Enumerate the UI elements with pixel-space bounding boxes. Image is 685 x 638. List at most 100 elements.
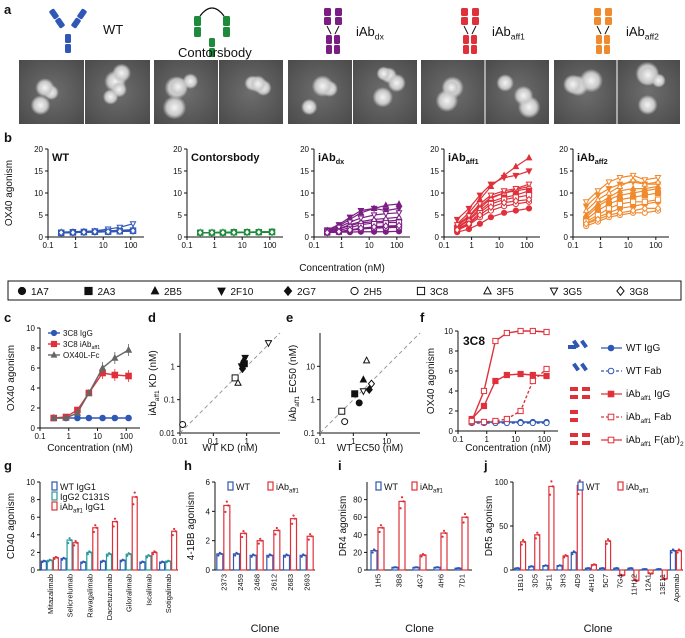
replicate-dot	[95, 526, 98, 529]
identity-line	[179, 332, 281, 434]
y-tick-label: 5	[564, 211, 569, 220]
category-label: 1B10	[516, 574, 525, 592]
replicate-dot	[531, 565, 534, 568]
data-point	[654, 175, 662, 182]
legend-marker	[283, 285, 293, 297]
em-particle	[30, 95, 51, 116]
replicate-dot	[270, 554, 273, 557]
domain-block	[223, 16, 230, 26]
replicate-dot	[250, 555, 253, 558]
x-tick-label: 1	[485, 435, 490, 444]
legend-label: 3C8 iAbaff1	[63, 340, 100, 351]
text-part: aff1	[433, 489, 443, 495]
replicate-dot	[423, 553, 426, 557]
data-point	[529, 327, 536, 335]
legend-label: 3C8 IgG	[63, 329, 93, 338]
replicate-dot	[537, 533, 540, 536]
icon-block	[582, 387, 590, 391]
domain-block	[472, 8, 479, 16]
bar	[576, 484, 583, 571]
replicate-dot	[565, 554, 569, 558]
construct-label: iAbaff1	[492, 24, 525, 42]
category-label: 2373	[219, 574, 228, 591]
y-tick-label: 8	[31, 344, 36, 353]
data-point	[594, 215, 602, 224]
text-part: OX40L-Fc	[63, 351, 99, 360]
replicate-dot	[291, 522, 294, 525]
replicate-dot	[441, 535, 444, 538]
x-tick-label: 0.1	[308, 241, 320, 250]
data-point	[594, 195, 602, 203]
data-point	[641, 180, 649, 187]
y-tick-label: 4	[31, 531, 36, 540]
domain-block	[326, 35, 332, 44]
replicate-dot	[227, 504, 230, 507]
data-point	[355, 399, 363, 407]
data-point	[208, 228, 216, 237]
subplot-b-0: 0.1 1 10 100 0 5 10 15 20 WT	[34, 145, 144, 250]
replicate-dot	[133, 491, 136, 494]
data-point	[487, 203, 495, 211]
data-point	[111, 414, 119, 422]
category-label: 2683	[286, 574, 295, 591]
replicate-dot	[622, 574, 625, 577]
replicate-dot	[151, 553, 155, 556]
y-tick-label: 8	[31, 496, 36, 505]
y-tick-label: 50	[499, 522, 508, 531]
format-icon	[568, 339, 588, 349]
data-point	[365, 385, 373, 395]
data-point	[500, 188, 508, 195]
y-tick-label: 10	[34, 189, 43, 198]
data-point	[241, 354, 249, 363]
x-tick-label: 0.1	[181, 241, 193, 250]
x-axis-title: Concentration (nM)	[47, 443, 133, 454]
replicate-dot	[162, 560, 165, 564]
y-tick-label: 4	[206, 507, 211, 516]
replicate-dot	[536, 531, 539, 534]
bar	[377, 527, 385, 571]
data-point	[525, 205, 533, 212]
panel-label-g: g	[4, 458, 12, 473]
y-tick-label: 40	[353, 531, 362, 540]
y-tick-label: 0	[31, 566, 36, 575]
em-particle	[372, 87, 393, 108]
panel-label-b: b	[4, 130, 12, 145]
legend-swatch	[375, 481, 382, 491]
y-tick-label: 6	[206, 478, 211, 487]
legend-marker	[607, 344, 615, 352]
replicate-dot	[56, 556, 59, 559]
replicate-dot	[444, 531, 447, 535]
data-point	[465, 219, 473, 228]
replicate-dot	[120, 560, 123, 563]
replicate-dot	[275, 526, 278, 530]
legend-marker	[416, 286, 426, 296]
replicate-dot	[257, 542, 260, 545]
data-point	[116, 227, 124, 236]
replicate-dot	[402, 500, 405, 503]
domain-block	[55, 17, 65, 29]
data-point	[80, 228, 88, 237]
data-point	[476, 192, 484, 200]
data-point	[362, 356, 371, 364]
panel-label-f: f	[420, 310, 425, 325]
x-tick-label: 0.01	[172, 437, 188, 446]
domain-block	[463, 35, 469, 44]
replicate-dot	[574, 551, 577, 554]
legend-marker	[50, 340, 58, 348]
category-label: 12A1	[644, 574, 653, 592]
data-point	[196, 228, 204, 237]
data-point	[453, 216, 461, 224]
data-point	[629, 206, 637, 215]
x-axis-title: WT KD (nM)	[202, 443, 257, 454]
data-point	[255, 228, 263, 237]
y-tick-label: 15	[559, 167, 568, 176]
data-point	[594, 202, 602, 211]
y-tick-label: 5	[39, 211, 44, 220]
data-point	[453, 222, 461, 229]
panel-label-j: j	[483, 458, 488, 473]
icon-block	[568, 345, 576, 349]
y-tick-label: 0	[31, 424, 36, 433]
data-point	[129, 226, 137, 235]
em-particle	[637, 94, 658, 115]
category-label: Ravagalimab	[85, 574, 94, 618]
